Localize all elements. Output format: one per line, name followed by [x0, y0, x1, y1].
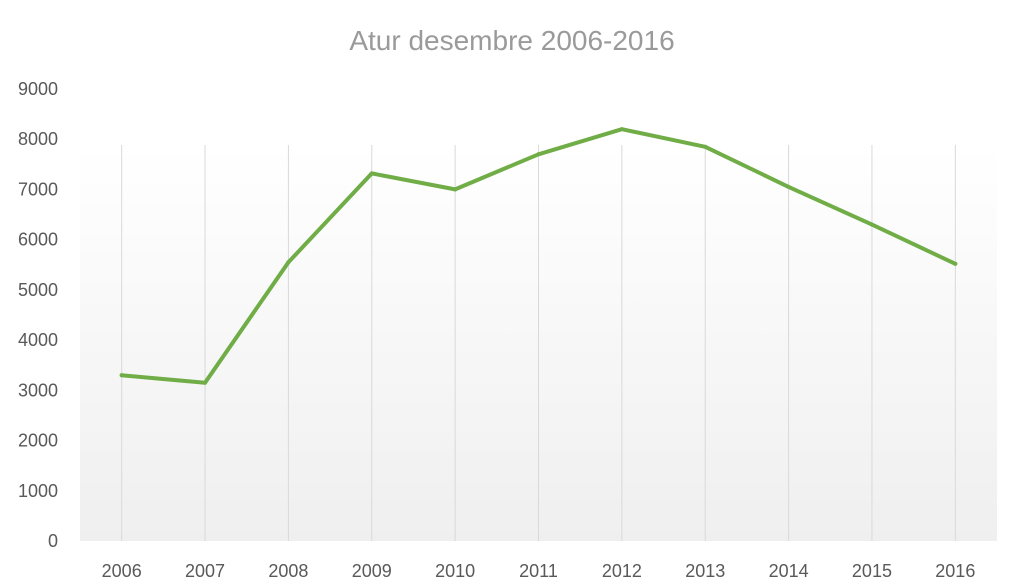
- y-tick-label: 9000: [18, 79, 58, 99]
- x-tick-label-2016: 2016: [935, 561, 975, 581]
- x-tick-label-2010: 2010: [435, 561, 475, 581]
- data-point-2011: [536, 152, 541, 157]
- x-tick-label-2009: 2009: [352, 561, 392, 581]
- data-point-2006: [119, 373, 124, 378]
- series-layer: [119, 127, 958, 385]
- x-tick-label-2012: 2012: [602, 561, 642, 581]
- y-tick-label: 6000: [18, 230, 58, 250]
- gridlines: [121, 145, 956, 541]
- y-tick-label: 0: [48, 531, 58, 551]
- chart-title: Atur desembre 2006-2016: [349, 25, 674, 56]
- y-tick-label: 5000: [18, 280, 58, 300]
- y-tick-label: 3000: [18, 380, 58, 400]
- y-tick-label: 4000: [18, 330, 58, 350]
- x-tick-label-2014: 2014: [769, 561, 809, 581]
- y-axis-ticks: 0 1000 2000 3000 4000 5000 6000 7000 8000 9000: [18, 79, 58, 551]
- y-tick-label: 8000: [18, 129, 58, 149]
- data-point-2013: [703, 144, 708, 149]
- x-axis-ticks: 2006 2007 2008 2009 2010 2011 2012 2013 2014 2015…: [102, 561, 976, 581]
- data-point-2010: [453, 187, 458, 192]
- x-tick-label-2015: 2015: [852, 561, 892, 581]
- y-tick-label: 7000: [18, 179, 58, 199]
- data-point-2015: [869, 222, 874, 227]
- y-tick-label: 2000: [18, 431, 58, 451]
- y-tick-label: 1000: [18, 481, 58, 501]
- data-point-2014: [786, 184, 791, 189]
- x-tick-label-2006: 2006: [102, 561, 142, 581]
- data-point-2016: [953, 261, 958, 266]
- x-tick-label-2008: 2008: [268, 561, 308, 581]
- data-point-2007: [203, 380, 208, 385]
- x-tick-label-2007: 2007: [185, 561, 225, 581]
- data-point-2012: [619, 127, 624, 132]
- data-point-2008: [286, 260, 291, 265]
- x-tick-label-2013: 2013: [685, 561, 725, 581]
- x-tick-label-2011: 2011: [519, 561, 558, 581]
- data-point-2009: [369, 171, 374, 176]
